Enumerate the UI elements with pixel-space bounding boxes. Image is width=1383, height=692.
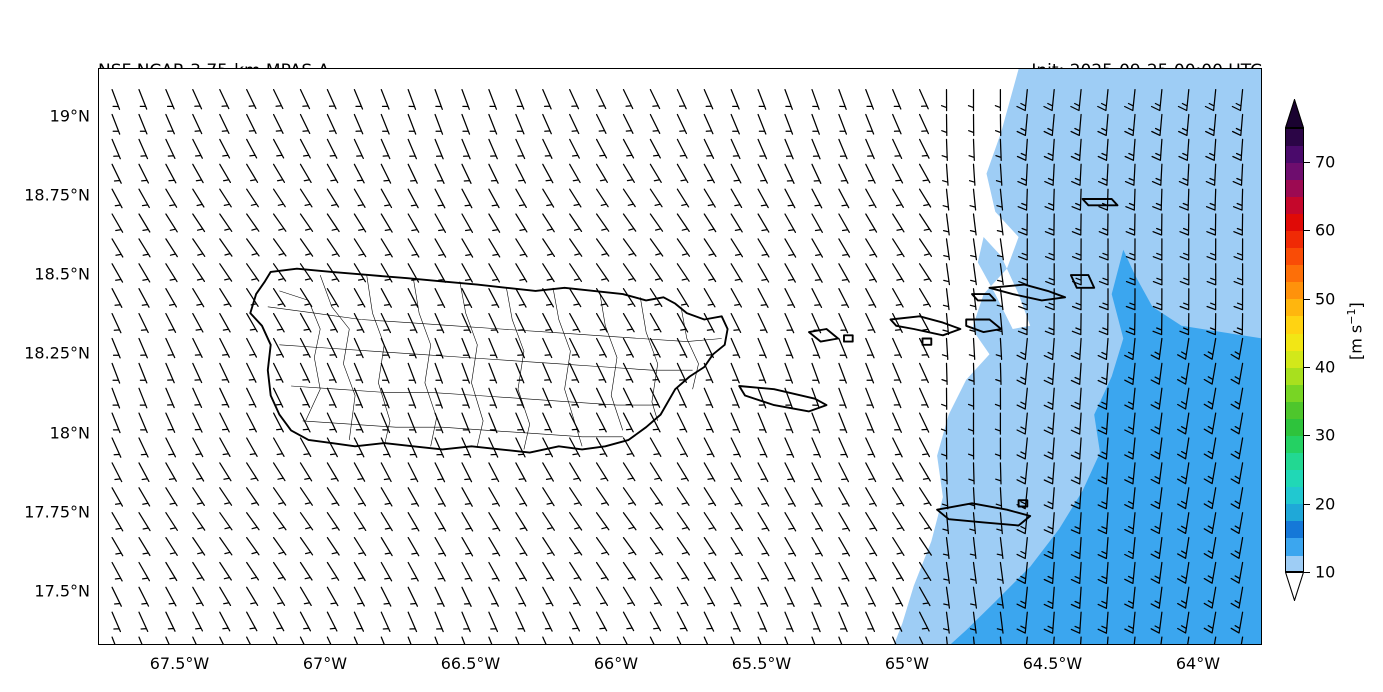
- colorbar-segment-15: [1285, 298, 1304, 317]
- colorbar-segment-0: [1285, 554, 1304, 573]
- coastline-st-croix: [936, 502, 1032, 527]
- map-svg: [111, 69, 1261, 644]
- coastline-st-thomas: [889, 315, 962, 337]
- colorbar-segment-14: [1285, 315, 1304, 334]
- x-tick-4: 65.5°W: [731, 654, 792, 673]
- municipality-boundary-7: [599, 290, 624, 431]
- map-canvas: [99, 69, 1261, 644]
- map-plot-area[interactable]: [98, 68, 1262, 645]
- colorbar-segment-11: [1285, 367, 1304, 385]
- x-tick-1: 67°W: [302, 654, 348, 673]
- coastline-puerto-rico: [249, 267, 729, 454]
- shaded-wind-fill: [894, 69, 1261, 644]
- colorbar-segment-24: [1285, 145, 1304, 163]
- colorbar-segment-22: [1285, 179, 1304, 197]
- colorbar-unit-label: [m s−1]: [1345, 302, 1366, 360]
- colorbar-segment-13: [1285, 332, 1304, 351]
- coastline-buck-island: [1017, 499, 1029, 508]
- municipality-boundary-13: [302, 420, 623, 438]
- colorbar-gradient: [1285, 128, 1304, 573]
- coastline-water-island: [921, 337, 933, 346]
- x-tick-6: 64.5°W: [1022, 654, 1083, 673]
- colorbar-tick-6: [1304, 162, 1310, 164]
- municipality-boundary-8: [640, 297, 658, 421]
- coastline-virgin-gorda: [1069, 274, 1096, 289]
- y-tick-1: 18.75°N: [24, 185, 90, 205]
- coastline-jost-van-dyke: [971, 293, 997, 302]
- municipality-boundary-1: [319, 274, 356, 440]
- y-tick-6: 17.5°N: [34, 581, 90, 601]
- colorbar-segment-4: [1285, 486, 1304, 505]
- colorbar-ticklabel-4: 50: [1315, 289, 1336, 309]
- coastline-vieques: [738, 385, 828, 413]
- colorbar-tick-4: [1304, 298, 1310, 300]
- geography-layer: [249, 198, 1119, 527]
- colorbar-ticklabel-2: 30: [1315, 425, 1336, 445]
- colorbar-ticklabel-3: 40: [1315, 357, 1336, 377]
- x-tick-5: 65°W: [884, 654, 930, 673]
- municipality-boundary-9: [680, 306, 699, 390]
- municipality-boundary-11: [279, 344, 693, 371]
- municipality-boundary-6: [552, 287, 583, 447]
- colorbar-tick-2: [1304, 435, 1310, 437]
- coastline-culebra: [808, 328, 840, 343]
- colorbar-segment-20: [1285, 213, 1304, 232]
- colorbar-segment-10: [1285, 384, 1304, 402]
- colorbar-segment-1: [1285, 537, 1304, 556]
- municipality-boundary-5: [506, 287, 530, 450]
- wind-shading-level-12: [950, 249, 1261, 644]
- x-tick-0: 67.5°W: [149, 654, 210, 673]
- y-tick-4: 18°N: [49, 423, 90, 443]
- colorbar-segment-19: [1285, 230, 1304, 249]
- colorbar-tick-0: [1304, 572, 1310, 573]
- municipality-boundary-2: [366, 275, 391, 447]
- colorbar-ticklabel-1: 20: [1315, 494, 1336, 514]
- x-tick-7: 64°W: [1175, 654, 1221, 673]
- colorbar-segment-25: [1285, 128, 1304, 146]
- colorbar-segment-23: [1285, 162, 1304, 180]
- colorbar-segment-6: [1285, 452, 1304, 471]
- colorbar-segment-21: [1285, 196, 1304, 214]
- colorbar-segment-8: [1285, 418, 1304, 436]
- coastline-tortola: [988, 283, 1067, 302]
- coastline-anegada: [1081, 198, 1119, 207]
- colorbar-segment-9: [1285, 401, 1304, 419]
- colorbar-tick-5: [1304, 230, 1310, 232]
- colorbar-segment-2: [1285, 520, 1304, 539]
- colorbar-segment-18: [1285, 247, 1304, 266]
- colorbar[interactable]: 10 20 30 40 50 60 70: [1284, 97, 1335, 603]
- colorbar-ticklabel-6: 70: [1315, 152, 1336, 172]
- y-tick-5: 17.75°N: [24, 502, 90, 522]
- colorbar-segment-7: [1285, 435, 1304, 454]
- municipality-boundary-12: [291, 385, 658, 406]
- municipality-boundary-10: [267, 306, 722, 342]
- y-tick-3: 18.25°N: [24, 343, 90, 363]
- y-tick-2: 18.5°N: [34, 264, 90, 284]
- colorbar-segment-16: [1285, 281, 1304, 300]
- y-tick-0: 19°N: [49, 106, 90, 126]
- municipality-boundary-0: [279, 290, 321, 422]
- colorbar-tick-3: [1304, 367, 1310, 369]
- colorbar-tick-1: [1304, 503, 1310, 505]
- colorbar-extend-min-outline: [1284, 571, 1305, 603]
- colorbar-extend-max-outline: [1284, 97, 1305, 129]
- coastline-culebrita: [843, 334, 854, 343]
- municipality-boundary-4: [459, 281, 484, 447]
- colorbar-ticklabel-0: 10: [1315, 562, 1336, 582]
- x-tick-2: 66.5°W: [440, 654, 501, 673]
- colorbar-ticklabel-5: 60: [1315, 220, 1336, 240]
- colorbar-segment-5: [1285, 469, 1304, 488]
- colorbar-segment-17: [1285, 264, 1304, 283]
- colorbar-segment-3: [1285, 503, 1304, 522]
- coastline-st-john: [965, 318, 1003, 334]
- x-tick-3: 66°W: [593, 654, 639, 673]
- colorbar-segment-12: [1285, 350, 1304, 368]
- municipality-boundary-3: [413, 278, 437, 447]
